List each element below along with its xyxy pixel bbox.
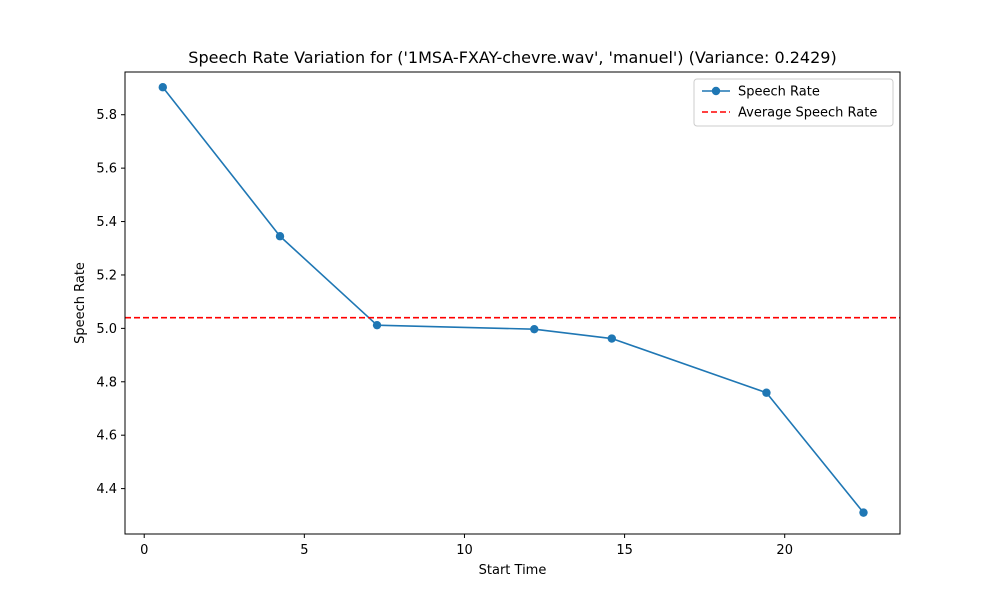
speech-rate-point [158, 83, 167, 92]
chart-title: Speech Rate Variation for ('1MSA-FXAY-ch… [188, 48, 836, 67]
x-tick-label: 5 [300, 543, 308, 558]
speech-rate-point [372, 320, 382, 330]
x-tick-label: 0 [140, 543, 148, 558]
y-tick-label: 4.8 [96, 375, 117, 390]
legend: Speech Rate Average Speech Rate [693, 78, 894, 127]
y-tick-label: 5.4 [96, 215, 117, 230]
x-tick-label: 10 [456, 543, 473, 558]
legend-item: Average Speech Rate [702, 106, 877, 121]
legend-label: Average Speech Rate [738, 106, 877, 121]
y-tick-label: 4.6 [96, 429, 117, 444]
y-tick-label: 4.4 [96, 482, 117, 497]
legend-item: Speech Rate [702, 85, 820, 100]
legend-box [693, 78, 894, 127]
legend-label: Speech Rate [738, 85, 820, 100]
x-tick-label: 20 [776, 543, 793, 558]
x-tick-label: 15 [616, 543, 633, 558]
x-axis-label: Start Time [479, 563, 547, 578]
y-tick-label: 5.8 [96, 108, 117, 123]
speech-rate-point [275, 232, 285, 241]
legend-swatch-marker [711, 86, 721, 96]
y-tick-label: 5.6 [96, 162, 117, 177]
y-axis-label: Speech Rate [73, 262, 88, 344]
y-tick-label: 5.2 [96, 268, 117, 283]
y-tick-label: 5.0 [96, 322, 117, 337]
plot-frame [124, 71, 901, 535]
speech-rate-point [762, 388, 771, 397]
speech-rate-point [530, 324, 539, 334]
plot-area: 0 5 10 15 20 4.4 4.6 4.8 5.0 5.2 5.4 5.6 5.8 Speech R… [96, 71, 901, 558]
speech-rate-point [607, 334, 616, 343]
speech-rate-point [859, 508, 868, 517]
